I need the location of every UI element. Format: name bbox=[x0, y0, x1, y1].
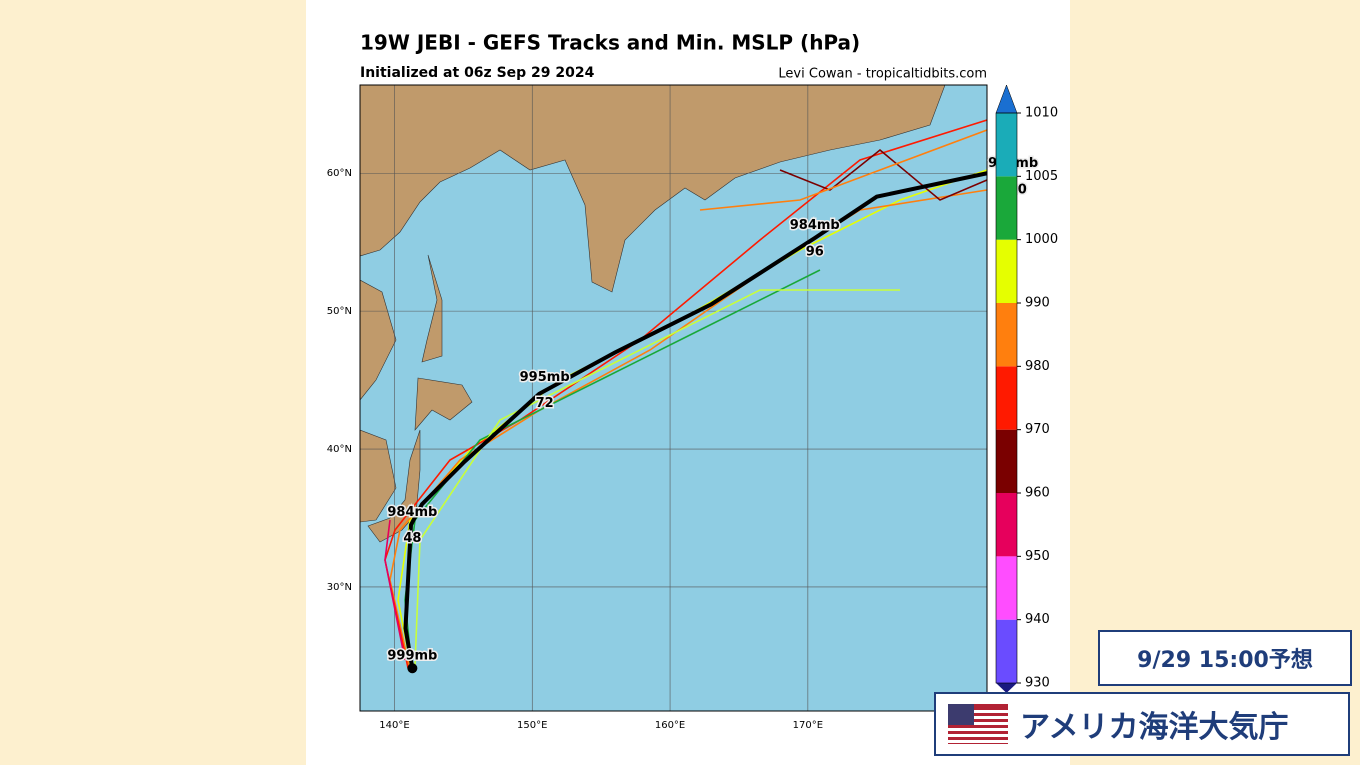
colorbar-band bbox=[996, 619, 1017, 683]
track-label: 995mb bbox=[520, 370, 570, 385]
agency-box: アメリカ海洋大気庁 bbox=[934, 692, 1350, 756]
colorbar-frame bbox=[995, 112, 1018, 684]
colorbar-band bbox=[996, 239, 1017, 303]
lat-tick-label: 40°N bbox=[327, 444, 352, 455]
colorbar-label: 970 bbox=[1025, 422, 1050, 437]
colorbar-band bbox=[996, 429, 1017, 493]
colorbar-bottom bbox=[996, 683, 1017, 693]
lat-tick-label: 30°N bbox=[327, 582, 352, 593]
us-flag bbox=[948, 704, 1008, 744]
colorbar-band bbox=[996, 113, 1017, 177]
colorbar-label: 1005 bbox=[1025, 169, 1058, 184]
colorbar-band bbox=[996, 493, 1017, 557]
colorbar-band bbox=[996, 556, 1017, 620]
colorbar-label: 990 bbox=[1025, 296, 1050, 311]
lon-tick-label: 150°E bbox=[517, 720, 547, 731]
colorbar-band bbox=[996, 176, 1017, 240]
colorbar-band bbox=[996, 366, 1017, 430]
title: 19W JEBI - GEFS Tracks and Min. MSLP (hP… bbox=[360, 31, 860, 55]
mean-track bbox=[403, 171, 988, 669]
track-label: 72 bbox=[536, 396, 554, 411]
agency: アメリカ海洋大気庁 bbox=[1020, 710, 1289, 745]
lat-tick-label: 60°N bbox=[327, 168, 352, 179]
track-label: 999mb bbox=[387, 648, 437, 663]
credit: Levi Cowan - tropicaltidbits.com bbox=[778, 67, 987, 82]
land bbox=[360, 85, 946, 543]
colorbar-label: 940 bbox=[1025, 612, 1050, 627]
track-label: 48 bbox=[403, 531, 421, 546]
track-label: 984mb bbox=[790, 218, 840, 233]
colorbar-label: 1000 bbox=[1025, 232, 1058, 247]
colorbar-label: 1010 bbox=[1025, 106, 1058, 121]
colorbar-label: 980 bbox=[1025, 359, 1050, 374]
lon-tick-label: 160°E bbox=[655, 720, 685, 731]
lon-tick-label: 140°E bbox=[379, 720, 409, 731]
track-start bbox=[407, 663, 418, 674]
colorbar-band bbox=[996, 303, 1017, 367]
lon-tick-label: 170°E bbox=[793, 720, 823, 731]
subtitle: Initialized at 06z Sep 29 2024 bbox=[360, 65, 595, 81]
track-label: 96 bbox=[806, 244, 824, 259]
lat-tick-label: 50°N bbox=[327, 306, 352, 317]
track-label: 984mb bbox=[387, 505, 437, 520]
time-label: 9/29 15:00予想 bbox=[1098, 630, 1352, 686]
colorbar-label: 950 bbox=[1025, 549, 1050, 564]
colorbar-label: 960 bbox=[1025, 486, 1050, 501]
map-frame bbox=[359, 84, 988, 712]
colorbar-label: 930 bbox=[1025, 676, 1050, 691]
